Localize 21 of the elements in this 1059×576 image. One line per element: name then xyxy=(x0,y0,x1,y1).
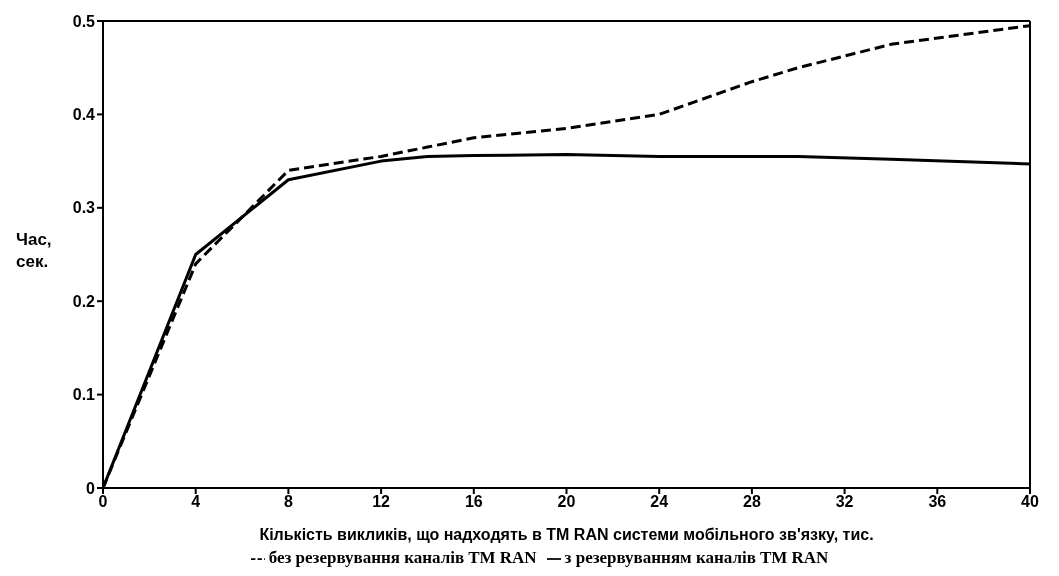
x-tick-label: 28 xyxy=(743,493,761,511)
x-tick-label: 4 xyxy=(191,493,201,511)
legend-label: без резервування каналів ТМ RAN xyxy=(268,548,537,567)
legend-label: з резервуванням каналів ТМ RAN xyxy=(564,548,829,567)
x-axis-title: Кількість викликів, що надходять в ТМ RAN системи мобільного зв'язку, тис. xyxy=(259,526,874,543)
x-tick-label: 24 xyxy=(650,493,669,511)
x-tick-label: 0 xyxy=(98,493,108,511)
y-tick-label: 0.1 xyxy=(72,386,96,404)
x-tick-label: 36 xyxy=(928,493,947,511)
x-tick-label: 32 xyxy=(835,493,854,511)
y-tick-label: 0.3 xyxy=(72,199,96,217)
x-tick-label: 8 xyxy=(283,493,293,511)
y-tick-label: 0.4 xyxy=(72,106,96,124)
x-tick-label: 20 xyxy=(557,493,576,511)
y-axis-title: Час, сек. xyxy=(16,229,52,271)
y-tick-label: 0.2 xyxy=(72,292,96,310)
x-tick-label: 40 xyxy=(1021,493,1039,511)
x-tick-label: 12 xyxy=(372,493,391,511)
y-tick-label: 0 xyxy=(86,479,96,497)
x-tick-label: 16 xyxy=(464,493,483,511)
y-tick-label: 0.5 xyxy=(72,12,96,30)
